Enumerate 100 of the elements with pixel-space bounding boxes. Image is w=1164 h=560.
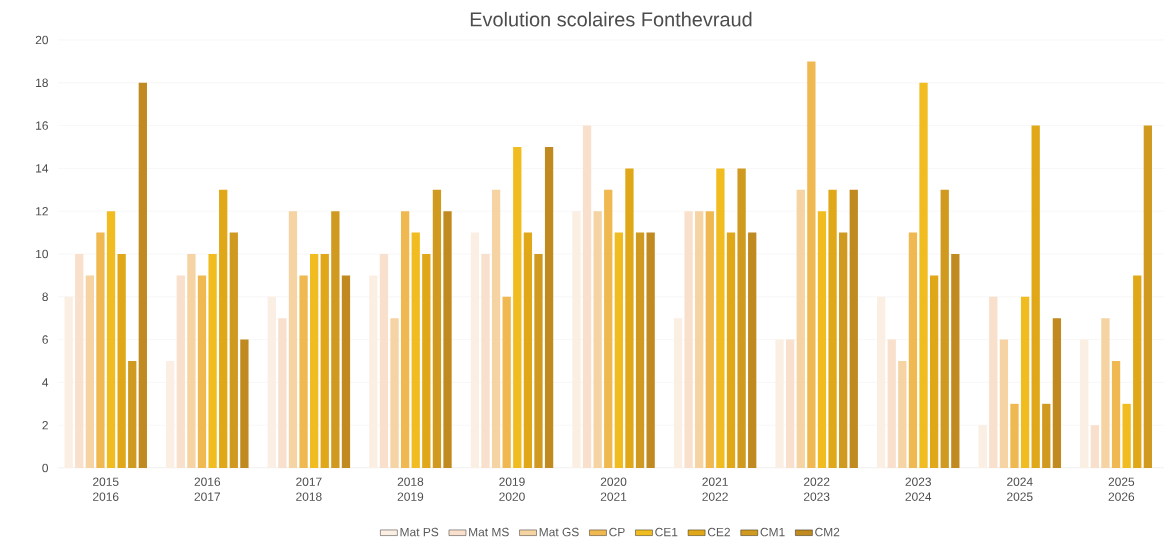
bar [369,275,378,468]
bar [887,339,896,468]
legend-label: CE2 [707,527,730,537]
bar [432,189,442,468]
bar [705,211,714,468]
bar [106,211,116,468]
bar [187,254,196,468]
bar [908,232,918,468]
bar [919,82,928,468]
bar [989,296,998,468]
bar [695,211,704,468]
bar [684,211,693,468]
bar [726,232,736,468]
bar [999,339,1009,468]
bar [299,275,308,468]
bar [1143,125,1152,468]
bar [929,275,939,468]
x-tick-label: 2018 2019 [397,477,424,501]
x-tick-label: 2017 2018 [296,477,322,501]
bar [604,189,613,468]
bar [320,254,329,468]
bar [422,254,431,468]
bar [278,318,287,468]
bar [128,361,137,468]
bar [828,189,837,468]
x-tick-label: 2022 2023 [803,477,830,501]
bar [513,147,522,468]
bar [341,275,351,468]
legend-label: CM1 [760,527,785,537]
bar [807,61,816,468]
bar [635,232,645,468]
bar [876,296,886,468]
bar [138,82,147,468]
bar [748,232,757,468]
bar [978,425,987,468]
bar [379,254,389,468]
bar [1133,275,1142,468]
bar [1080,339,1089,468]
legend-label: CP [609,527,625,537]
bar [96,232,105,468]
y-tick-label: 4 [42,378,49,387]
bar [796,189,805,468]
bar [523,232,533,468]
x-tick-label: 2021 2022 [702,477,728,501]
bar [839,232,848,468]
x-tick-label: 2020 2021 [600,477,627,501]
bar [288,211,298,468]
bar [411,232,420,468]
bar [75,254,84,468]
bar [208,254,217,468]
bar [85,275,94,468]
bar [534,254,543,468]
y-tick-label: 8 [42,292,48,302]
legend-label: Mat PS [400,527,439,537]
legend-label: CE1 [655,527,678,537]
legend-label: Mat GS [539,527,579,537]
bar [572,211,581,468]
bar [443,211,452,468]
bar [582,125,592,468]
bar [1111,361,1121,468]
y-tick-label: 6 [42,335,48,344]
bar [1090,425,1099,468]
x-tick-label: 2024 2025 [1007,477,1033,501]
bar [491,189,501,468]
bar [197,275,207,468]
bar [1052,318,1062,468]
bar [898,361,907,468]
bar [1122,403,1131,468]
bar [390,318,399,468]
bar [817,211,827,468]
bar [625,168,634,468]
bar [400,211,410,468]
bar [331,211,340,468]
bar [614,232,623,468]
bar [219,189,228,468]
bar [544,147,554,468]
bar [737,168,746,468]
y-tick-label: 12 [36,207,48,216]
x-tick-label: 2019 2020 [499,477,525,501]
bar [166,361,175,468]
y-tick-label: 14 [36,164,49,173]
bar [481,254,490,468]
bar [673,318,683,468]
bar [951,254,960,468]
legend-label: CM2 [815,527,840,537]
x-tick-label: 2023 2024 [905,477,932,501]
bar [775,339,784,468]
x-tick-label: 2015 2016 [93,477,119,501]
bar [470,232,480,468]
y-tick-label: 10 [36,249,49,259]
bar [267,296,276,468]
y-tick-label: 18 [36,78,48,88]
bar [1031,125,1040,468]
bar [310,254,319,468]
y-tick-label: 0 [42,463,49,473]
x-tick-label: 2025 2026 [1108,477,1135,501]
chart-title: Evolution scolaires Fonthevraud [470,11,752,27]
x-tick-label: 2016 2017 [194,477,221,501]
bar [229,232,238,468]
bar [176,275,185,468]
